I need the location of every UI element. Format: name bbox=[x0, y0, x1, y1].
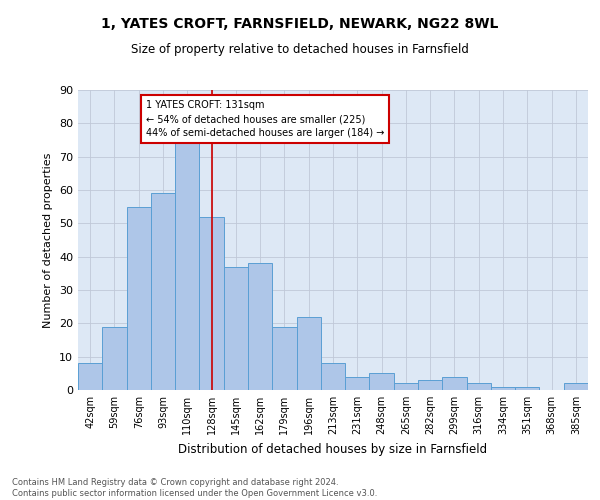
Bar bbox=[394, 384, 418, 390]
Text: 1, YATES CROFT, FARNSFIELD, NEWARK, NG22 8WL: 1, YATES CROFT, FARNSFIELD, NEWARK, NG22… bbox=[101, 18, 499, 32]
Bar bbox=[564, 384, 588, 390]
Bar bbox=[175, 136, 199, 390]
Bar bbox=[296, 316, 321, 390]
Bar bbox=[151, 194, 175, 390]
X-axis label: Distribution of detached houses by size in Farnsfield: Distribution of detached houses by size … bbox=[178, 442, 488, 456]
Bar bbox=[418, 380, 442, 390]
Bar bbox=[199, 216, 224, 390]
Bar bbox=[248, 264, 272, 390]
Bar bbox=[127, 206, 151, 390]
Text: 1 YATES CROFT: 131sqm
← 54% of detached houses are smaller (225)
44% of semi-det: 1 YATES CROFT: 131sqm ← 54% of detached … bbox=[146, 100, 385, 138]
Bar bbox=[272, 326, 296, 390]
Text: Size of property relative to detached houses in Farnsfield: Size of property relative to detached ho… bbox=[131, 42, 469, 56]
Bar bbox=[467, 384, 491, 390]
Bar bbox=[224, 266, 248, 390]
Bar bbox=[102, 326, 127, 390]
Bar bbox=[491, 386, 515, 390]
Bar bbox=[345, 376, 370, 390]
Bar bbox=[370, 374, 394, 390]
Bar bbox=[515, 386, 539, 390]
Bar bbox=[442, 376, 467, 390]
Text: Contains HM Land Registry data © Crown copyright and database right 2024.
Contai: Contains HM Land Registry data © Crown c… bbox=[12, 478, 377, 498]
Bar bbox=[78, 364, 102, 390]
Bar bbox=[321, 364, 345, 390]
Y-axis label: Number of detached properties: Number of detached properties bbox=[43, 152, 53, 328]
